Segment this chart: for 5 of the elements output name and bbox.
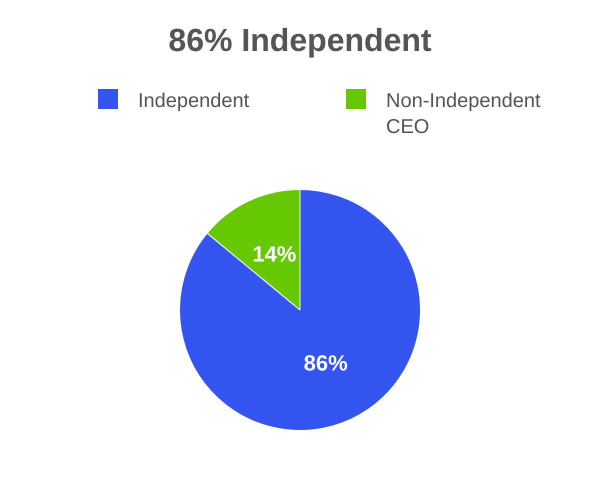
chart-title: 86% Independent bbox=[167, 22, 433, 59]
legend-label: Independent bbox=[138, 89, 250, 114]
data-label: 14% bbox=[252, 242, 296, 267]
legend-label: Non-Independent CEO bbox=[386, 89, 542, 140]
data-label: 86% bbox=[304, 350, 348, 376]
